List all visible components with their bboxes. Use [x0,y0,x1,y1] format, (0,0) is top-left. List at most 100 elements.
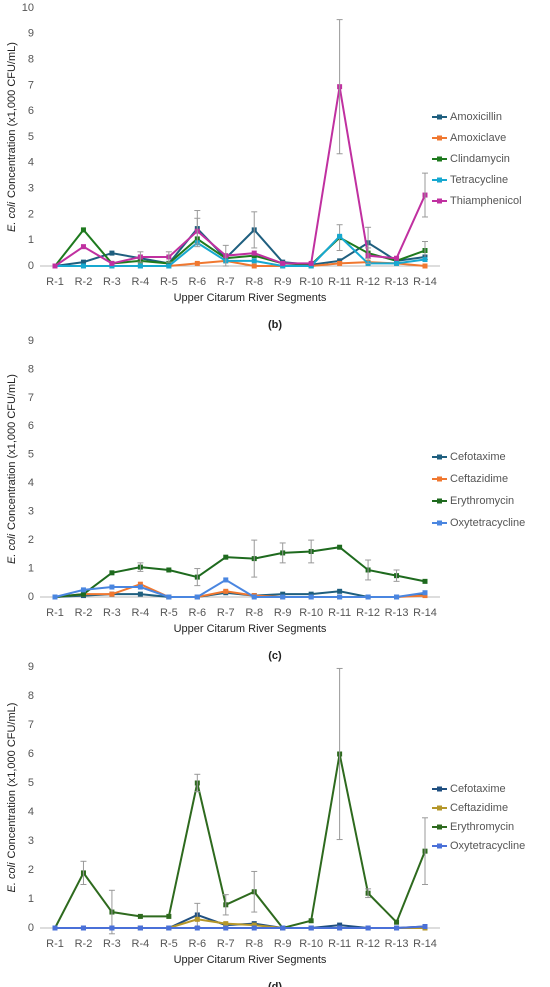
x-tick-label: R-11 [328,276,351,288]
x-tick-label: R-3 [103,276,121,288]
x-tick-label: R-1 [46,607,64,619]
y-axis-title: E. coli Concentration (x1,000 CFU/mL) [6,42,18,232]
legend-label: Ceftazidime [450,802,508,814]
y-tick-label: 2 [28,534,34,546]
x-tick-label: R-4 [132,607,150,619]
data-point [422,257,428,263]
data-point [166,594,172,600]
x-tick-label: R-10 [299,607,323,619]
data-point [337,544,343,550]
data-point [280,591,286,597]
data-point [137,913,143,919]
series-line [55,234,426,267]
data-point [394,260,400,266]
y-axis-title-italic: E. coli [6,862,18,893]
data-point [251,250,257,256]
data-point [337,588,343,594]
data-point [80,263,86,269]
y-tick-label: 0 [28,922,34,934]
legend-marker [437,198,442,204]
x-tick-label: R-5 [160,938,178,950]
legend-label: Ceftazidime [450,473,508,485]
x-axis-title: Upper Citarum River Segments [174,292,327,304]
y-tick-label: 8 [28,363,34,375]
y-tick-label: 5 [28,449,34,461]
data-point [194,594,200,600]
data-point [337,258,343,264]
y-axis-title: E. coli Concentration (x1,000 CFU/mL) [6,374,18,564]
data-point [109,570,115,576]
y-tick-label: 9 [28,335,34,347]
panel-label: (c) [268,650,282,662]
y-tick-label: 6 [28,105,34,117]
data-point [137,591,143,597]
y-tick-label: 9 [28,661,34,673]
legend-label: Thiamphenicol [450,195,522,207]
x-tick-label: R-12 [356,938,380,950]
data-point [52,594,58,600]
data-point [422,578,428,584]
legend-label: Tetracycline [450,174,508,186]
legend-label: Amoxicillin [450,111,502,123]
x-tick-label: R-2 [75,276,93,288]
legend-marker [437,520,442,526]
x-tick-label: R-12 [356,607,380,619]
legend-label: Erythromycin [450,821,514,833]
x-tick-label: R-8 [245,938,263,950]
legend-marker [437,476,442,482]
y-tick-label: 10 [22,2,34,14]
data-point [223,925,229,931]
y-axis-title-italic: E. coli [6,533,18,564]
x-tick-label: R-7 [217,276,235,288]
legend-marker [437,156,442,162]
y-tick-label: 5 [28,777,34,789]
data-point [394,258,400,264]
legend-marker [437,824,442,830]
data-point [337,260,343,266]
data-point [308,263,314,269]
data-point [394,919,400,925]
panel-label: (b) [268,319,282,331]
x-tick-label: R-5 [160,276,178,288]
x-axis-title: Upper Citarum River Segments [174,623,327,635]
x-tick-label: R-10 [299,276,323,288]
y-tick-label: 2 [28,208,34,220]
x-tick-label: R-8 [245,607,263,619]
data-point [52,925,58,931]
data-point [394,594,400,600]
y-axis-title-rest: Concentration (x1,000 CFU/mL) [6,374,18,530]
data-point [52,263,58,269]
x-tick-label: R-13 [385,276,409,288]
data-point [137,584,143,590]
legend-marker [437,786,442,792]
data-point [223,921,229,927]
data-point [337,233,343,239]
series-line [55,925,426,929]
data-point [80,227,86,233]
x-tick-label: R-4 [132,276,150,288]
x-tick-label: R-5 [160,607,178,619]
y-tick-label: 3 [28,835,34,847]
data-point [337,925,343,931]
data-point [394,255,400,261]
y-tick-label: 7 [28,719,34,731]
y-axis-title-italic: E. coli [6,201,18,232]
legend-marker [437,177,442,183]
x-tick-label: R-4 [132,938,150,950]
y-axis-title: E. coli Concentration (x1,000 CFU/mL) [6,703,18,893]
data-point [80,587,86,593]
x-tick-label: R-6 [188,276,206,288]
data-point [109,263,115,269]
legend-marker [437,114,442,120]
legend-label: Amoxiclave [450,132,506,144]
x-tick-label: R-3 [103,607,121,619]
data-point [109,925,115,931]
x-tick-label: R-12 [356,276,380,288]
data-point [251,594,257,600]
series-line [54,86,426,267]
data-point [194,925,200,931]
data-point [137,263,143,269]
x-tick-label: R-11 [328,938,351,950]
x-tick-label: R-6 [188,607,206,619]
data-point [337,594,343,600]
